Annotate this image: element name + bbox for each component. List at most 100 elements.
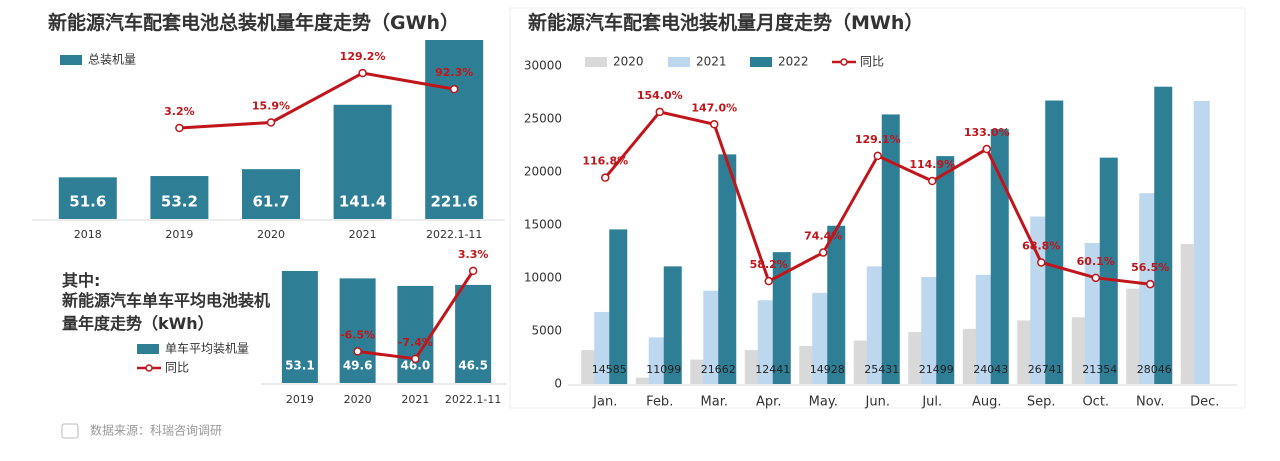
bar-label: 53.2: [161, 193, 198, 211]
bar: [242, 169, 300, 219]
source-icon: [61, 423, 79, 439]
line-point: [873, 151, 882, 161]
bar-label: 26741: [1028, 363, 1063, 376]
legend-label: 同比: [860, 55, 884, 69]
bar-label: 46.5: [458, 359, 488, 373]
y-tick-label: 20000: [524, 165, 562, 179]
bar: [757, 300, 774, 384]
line-label: 3.2%: [164, 105, 195, 118]
bar: [1193, 100, 1210, 384]
bar: [881, 114, 900, 384]
x-tick-label: 2019: [165, 228, 193, 241]
bar: [990, 129, 1009, 384]
line-label: 129.1%: [855, 133, 901, 146]
bar: [744, 350, 761, 384]
line-label: 68.8%: [1022, 239, 1060, 252]
line-label: 116.8%: [582, 155, 628, 168]
line-label: 92.3%: [435, 66, 473, 79]
line-point: [353, 347, 362, 356]
bar: [962, 328, 979, 384]
legend-label: 2022: [778, 55, 809, 69]
bar: [397, 285, 434, 383]
bar-label: 51.6: [69, 193, 106, 211]
legend-label: 2020: [613, 55, 644, 69]
x-tick-label: May.: [809, 395, 838, 410]
bar-label: 14585: [592, 363, 627, 376]
line-point: [710, 120, 719, 129]
x-tick-label: Mar.: [701, 395, 728, 410]
bar: [1139, 193, 1156, 384]
x-tick-label: Jul.: [921, 395, 942, 410]
line-label: 114.9%: [909, 158, 955, 171]
bar: [853, 340, 870, 384]
x-tick-label: 2021: [401, 393, 429, 406]
chart-title: 新能源汽车配套电池装机量月度走势（MWh）: [528, 12, 924, 34]
chart-subtitle: 其中:: [62, 271, 101, 290]
line-point: [1091, 273, 1100, 283]
chart-title: 新能源汽车配套电池总装机量年度走势（GWh）: [48, 12, 460, 34]
line-point: [1037, 258, 1046, 267]
bar: [975, 274, 992, 384]
y-tick-label: 15000: [524, 218, 562, 232]
bar: [58, 177, 117, 219]
legend-label: 总装机量: [88, 53, 136, 67]
line-label: 60.1%: [1077, 255, 1115, 268]
bar: [690, 359, 707, 384]
x-tick-label: Dec.: [1190, 395, 1219, 410]
bar: [1099, 157, 1118, 384]
line-point: [982, 144, 991, 154]
bar: [635, 377, 652, 384]
line-label: 56.5%: [1131, 261, 1169, 274]
line-label: 15.9%: [252, 99, 290, 112]
bar-label: 49.6: [343, 359, 373, 373]
line-label: 3.3%: [458, 248, 489, 261]
line-label: 58.2%: [750, 258, 788, 271]
x-tick-label: 2018: [74, 228, 102, 241]
x-tick-label: Sep.: [1027, 395, 1056, 410]
bar: [936, 156, 955, 384]
bar: [333, 104, 392, 219]
bar: [827, 225, 846, 384]
bar: [1154, 86, 1173, 384]
bar: [455, 284, 492, 383]
x-tick-label: Aug.: [972, 395, 1002, 410]
y-tick-label: 25000: [524, 112, 562, 126]
bar-label: 53.1: [285, 359, 315, 373]
bar: [663, 266, 682, 384]
source: 数据来源：科瑞咨询调研: [90, 423, 222, 438]
bar: [812, 292, 829, 384]
bar: [703, 290, 720, 384]
line-point: [928, 176, 937, 186]
bar: [866, 266, 883, 384]
y-tick-label: 30000: [524, 59, 562, 73]
bar-label: 24043: [973, 363, 1008, 376]
bar-label: 221.6: [430, 193, 477, 211]
bar: [150, 176, 209, 219]
bar-label: 46.0: [401, 359, 431, 373]
bar: [772, 252, 791, 384]
bar: [609, 229, 628, 384]
line-point: [175, 123, 184, 133]
bar: [281, 271, 318, 383]
bar: [718, 154, 737, 384]
line-label: 74.4%: [804, 230, 842, 243]
legend-swatch: [668, 57, 690, 67]
panel-border: [509, 7, 1246, 409]
line-point: [358, 68, 367, 78]
bar-label: 28046: [1137, 363, 1172, 376]
line-label: -6.5%: [340, 328, 375, 341]
legend-swatch: [585, 57, 607, 67]
bar: [594, 311, 611, 384]
x-tick-label: Oct.: [1082, 395, 1109, 410]
x-tick-label: 2020: [344, 393, 372, 406]
chart-title: 新能源汽车单车平均电池装机量年度走势（kWh）: [62, 291, 271, 333]
line-point: [764, 276, 773, 286]
bar-label: 141.4: [339, 193, 386, 211]
legend-label: 同比: [165, 361, 189, 375]
line-point: [655, 107, 664, 117]
bar-label: 12441: [755, 363, 790, 376]
bar: [648, 337, 665, 384]
legend-label: 单车平均装机量: [165, 341, 249, 356]
line-label: 154.0%: [637, 89, 683, 102]
